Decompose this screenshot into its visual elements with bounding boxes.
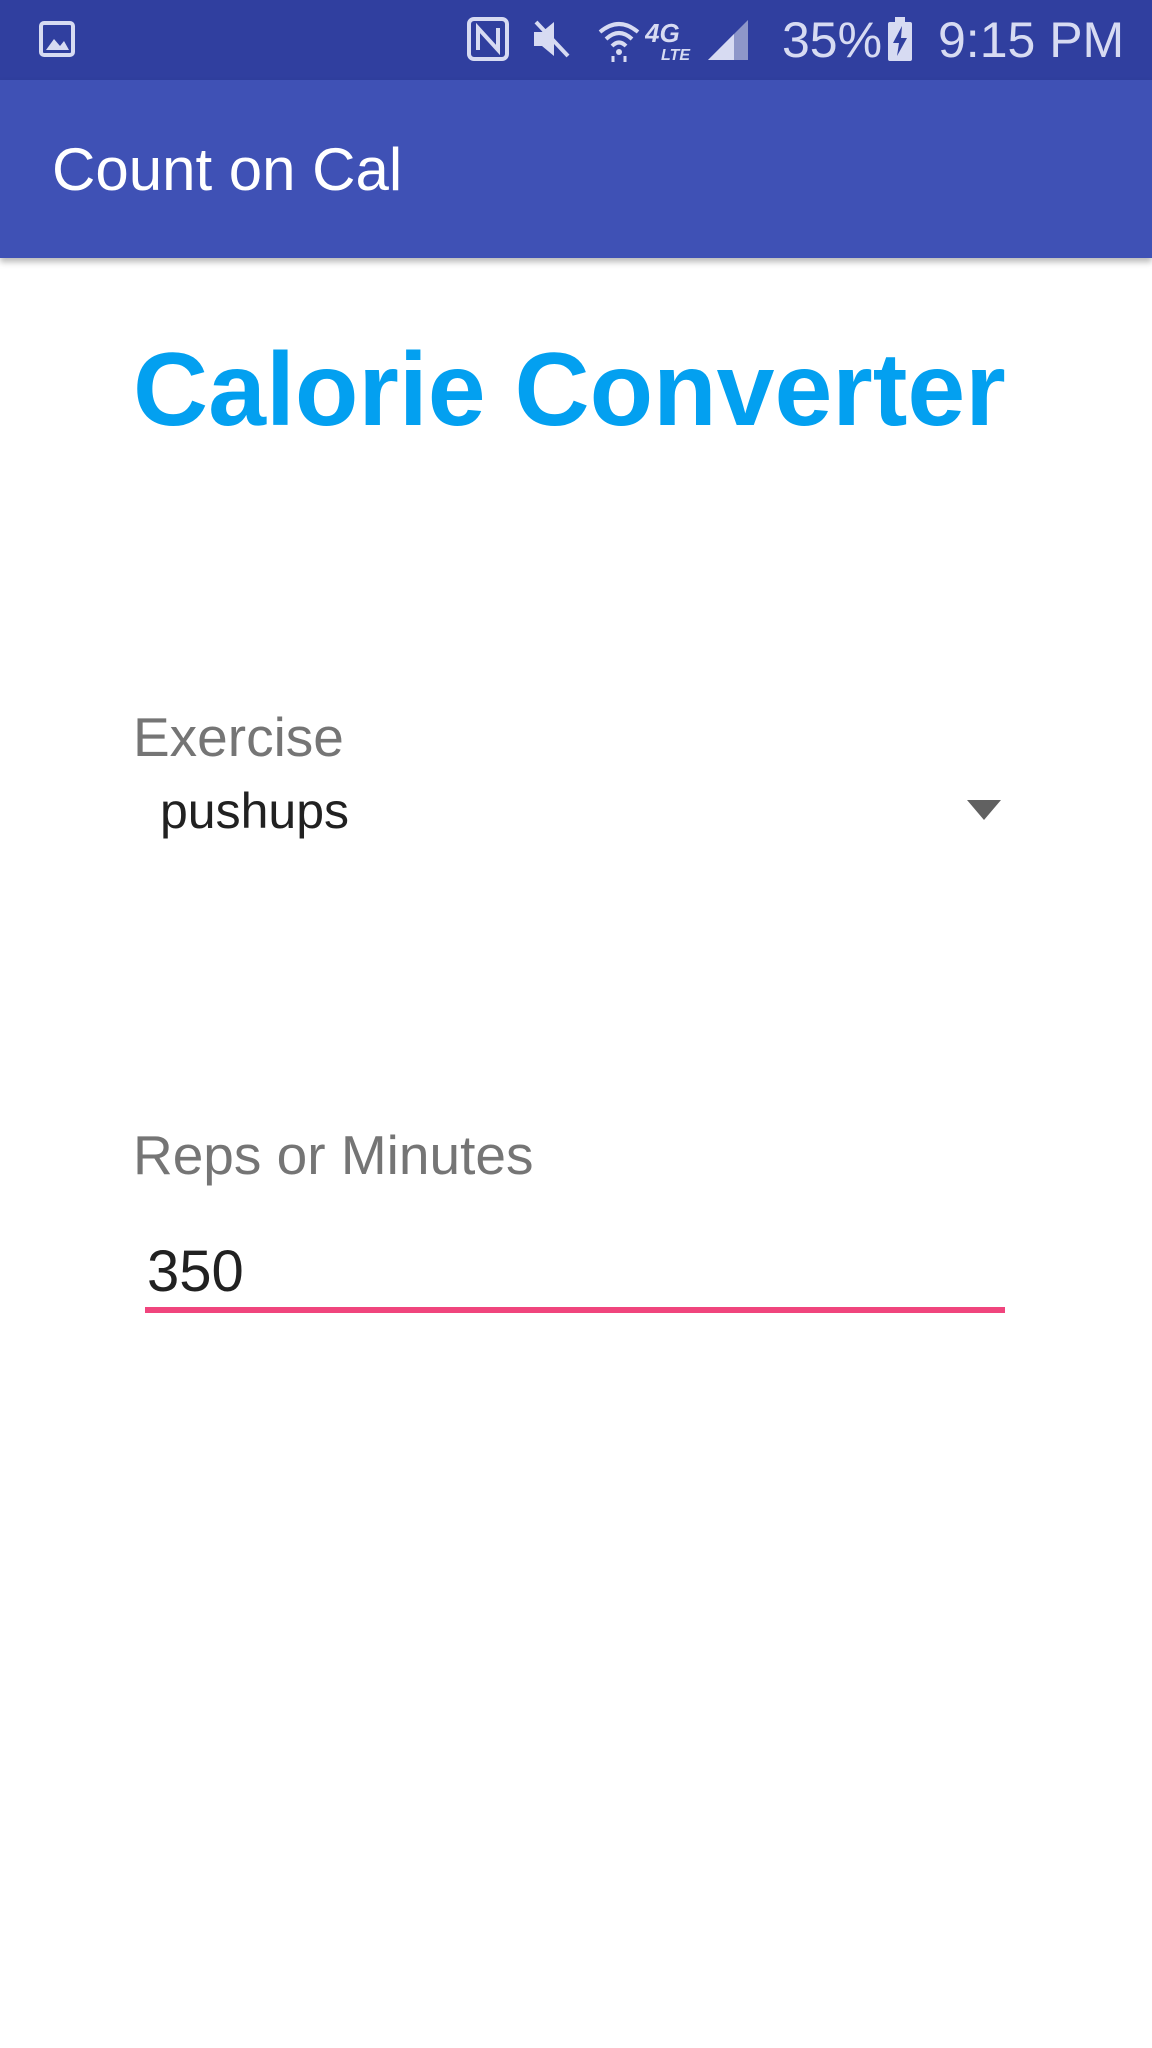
- signal-icon: [708, 20, 748, 60]
- wifi-icon: [598, 22, 640, 62]
- exercise-label: Exercise: [133, 706, 344, 768]
- nfc-icon: [467, 17, 509, 61]
- exercise-selected-value: pushups: [160, 783, 350, 839]
- app-title: Count on Cal: [52, 136, 403, 203]
- page-title: Calorie Converter: [133, 332, 1006, 448]
- reps-input[interactable]: [145, 1226, 1007, 1316]
- gallery-icon: [39, 21, 75, 57]
- reps-label: Reps or Minutes: [133, 1124, 534, 1186]
- svg-text:4G: 4G: [645, 18, 680, 48]
- dropdown-arrow-icon: [967, 800, 1001, 820]
- mute-icon: [534, 20, 570, 58]
- exercise-spinner[interactable]: pushups: [133, 770, 1013, 866]
- 4g-lte-icon: 4G LTE: [645, 18, 691, 62]
- app-bar: Count on Cal: [0, 80, 1152, 258]
- battery-percentage: 35%: [782, 12, 883, 68]
- svg-text:LTE: LTE: [661, 47, 691, 62]
- clock: 9:15 PM: [938, 12, 1125, 68]
- reps-input-underline: [145, 1307, 1005, 1313]
- battery-charging-icon: [888, 17, 912, 61]
- status-bar: 4G LTE 35% 9:15 PM: [0, 0, 1152, 80]
